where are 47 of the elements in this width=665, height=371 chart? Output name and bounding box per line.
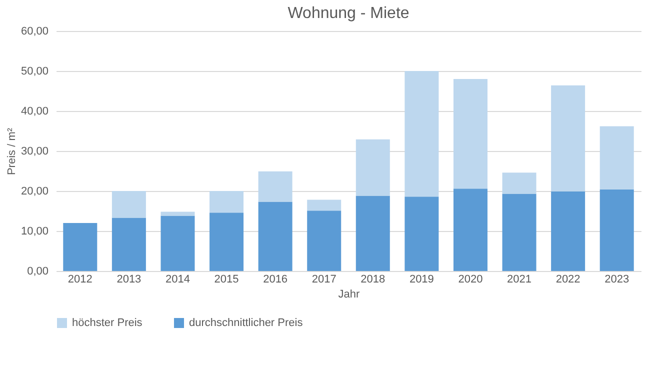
x-tick-label: 2016 [263, 274, 288, 286]
x-tick-label: 2019 [409, 274, 434, 286]
x-tick-label: 2015 [214, 274, 239, 286]
y-tick-label: 10,00 [20, 226, 48, 238]
bar [112, 218, 146, 271]
x-tick-label: 2014 [165, 274, 190, 286]
bar [307, 200, 342, 211]
bar [551, 191, 586, 271]
bar [210, 212, 244, 271]
x-axis-title: Jahr [338, 288, 360, 300]
x-tick-label: 2023 [604, 274, 630, 286]
bar [112, 191, 146, 218]
x-tick-label: 2017 [312, 274, 336, 286]
bar [307, 210, 342, 271]
bar [551, 85, 586, 192]
bar [600, 189, 634, 271]
y-tick-label: 40,00 [20, 106, 48, 118]
y-tick-label: 0,00 [27, 266, 48, 278]
x-tick-label: 2021 [507, 274, 532, 286]
bar [258, 171, 292, 202]
x-tick-label: 2018 [360, 274, 386, 286]
bar [404, 71, 439, 197]
legend-label: höchster Preis [72, 317, 143, 329]
x-tick-label: 2020 [458, 274, 483, 286]
bar [502, 194, 536, 271]
bar [258, 202, 292, 271]
bar [63, 223, 98, 271]
bar [453, 188, 488, 271]
bar [502, 172, 536, 194]
bar [210, 191, 244, 213]
bar [160, 216, 195, 271]
bar [160, 212, 195, 216]
x-tick-label: 2022 [556, 274, 580, 286]
y-tick-label: 30,00 [20, 146, 48, 158]
chart-title: Wohnung - Miete [288, 5, 410, 22]
bar [356, 139, 390, 196]
bar [356, 196, 390, 271]
bar [404, 196, 439, 271]
y-tick-label: 60,00 [20, 26, 48, 38]
x-tick-label: 2012 [68, 274, 92, 286]
y-tick-label: 20,00 [20, 186, 48, 198]
bar [600, 126, 634, 190]
y-tick-label: 50,00 [20, 66, 48, 78]
bar [453, 79, 488, 189]
x-tick-label: 2013 [116, 274, 142, 286]
y-axis-title: Preis / m² [6, 128, 18, 176]
legend-label: durchschnittlicher Preis [189, 317, 304, 329]
